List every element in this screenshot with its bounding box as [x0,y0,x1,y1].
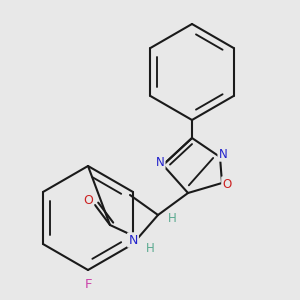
Text: H: H [146,242,154,254]
Text: F: F [84,278,92,290]
Text: O: O [83,194,93,206]
Text: N: N [219,148,227,160]
Text: N: N [156,155,164,169]
Text: N: N [128,233,138,247]
Text: O: O [222,178,232,190]
Text: H: H [168,212,176,224]
